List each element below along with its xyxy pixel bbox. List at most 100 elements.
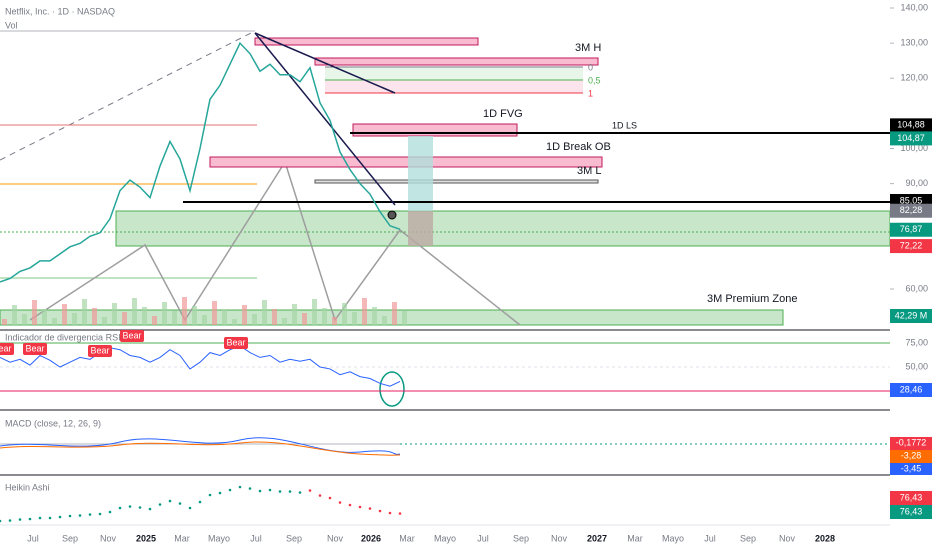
bear-badge: [23, 343, 47, 355]
volume-bar: [232, 319, 237, 325]
zone-box: [254, 37, 479, 46]
price-tag-label: 72,22: [900, 240, 923, 250]
price-tag: [890, 118, 932, 133]
price-tag-label: 82,28: [900, 205, 923, 215]
volume-bar: [62, 304, 67, 325]
price-tick-label: 90,00: [905, 178, 928, 188]
zone-box: [314, 179, 599, 184]
axis-tag: [890, 383, 932, 397]
time-label: Nov: [100, 533, 117, 543]
time-label: Sep: [740, 533, 756, 543]
time-label: Mayo: [208, 533, 230, 543]
bear-badge: [0, 343, 14, 355]
time-label: Nov: [551, 533, 568, 543]
price-tick-label: 140,00: [900, 2, 928, 12]
ha-dot: [248, 487, 252, 490]
ha-dot: [78, 514, 82, 517]
ha-dot: [378, 509, 382, 513]
fib-label: 0: [588, 62, 593, 72]
annotation: 1D FVG: [483, 108, 523, 120]
bear-label: Bear: [0, 343, 12, 353]
time-label: Sep: [286, 533, 302, 543]
axis-tag: [890, 309, 932, 323]
volume-bar: [22, 314, 27, 325]
ha-dot: [28, 517, 32, 521]
time-label: Mayo: [662, 533, 684, 543]
price-tag-label: 76,87: [900, 224, 923, 234]
bear-label: Bear: [122, 330, 141, 340]
annotation: 3M L: [577, 165, 601, 177]
price-tag-label: 104,87: [897, 133, 925, 143]
volume-bar: [302, 313, 307, 325]
time-label: 2025: [136, 533, 156, 543]
ha-dot: [148, 507, 152, 511]
volume-bar: [392, 302, 397, 325]
time-label: 2026: [361, 533, 381, 543]
ha-dot: [208, 493, 212, 497]
axis-tag: [890, 491, 932, 505]
ha-dot: [218, 491, 222, 495]
price-tag: [890, 222, 932, 237]
ha-dot: [108, 510, 112, 514]
volume-bar: [162, 302, 167, 325]
annotation: 1D LS: [612, 120, 637, 130]
ha-dot: [368, 507, 372, 510]
axis-tag: [890, 463, 932, 475]
pane-title: Heikin Ashi: [5, 482, 50, 492]
volume-bar: [312, 299, 317, 325]
macd-line: [0, 437, 401, 455]
volume-bar: [192, 306, 197, 325]
annotation: 3M Premium Zone: [707, 293, 797, 305]
volume-bar: [32, 300, 37, 325]
time-label: Mar: [174, 533, 190, 543]
time-label: Nov: [779, 533, 796, 543]
time-label: Nov: [327, 533, 344, 543]
time-label: Sep: [513, 533, 529, 543]
ha-dot: [228, 488, 232, 492]
ha-dot: [48, 516, 52, 520]
ha-dot: [238, 485, 242, 489]
volume-bar: [82, 299, 87, 325]
volume-bar: [292, 304, 297, 325]
trend-line: [254, 32, 396, 206]
volume-tag: 42,29 M: [895, 310, 928, 320]
volume-bar: [52, 318, 57, 325]
volume-bar: [382, 316, 387, 325]
volume-bar: [172, 311, 177, 325]
symbol-title: Netflix, Inc. · 1D · NASDAQ: [5, 6, 115, 16]
price-line: [0, 41, 401, 283]
volume-bars: [2, 297, 407, 325]
bear-label: Bear: [90, 345, 109, 355]
axis-tag: [890, 437, 932, 450]
volume-bar: [282, 318, 287, 325]
ha-dot: [168, 499, 172, 503]
volume-bar: [182, 297, 187, 325]
pane-title: MACD (close, 12, 26, 9): [5, 418, 101, 428]
ha-dot: [88, 513, 92, 516]
ha-dot: [158, 503, 162, 506]
trend-line: [254, 32, 396, 94]
ha-dot: [258, 489, 262, 493]
rsi-tick-label: 75,00: [905, 337, 928, 347]
position-stop: [408, 211, 433, 246]
volume-bar: [202, 315, 207, 325]
zone-box: [314, 57, 599, 66]
ha-dot: [178, 502, 182, 505]
volume-bar: [352, 312, 357, 325]
price-tick-label: 130,00: [900, 38, 928, 48]
ha-dot: [128, 505, 132, 508]
bear-badge: [88, 345, 112, 357]
ha-tag: 76,43: [900, 492, 923, 502]
bear-badge: [224, 337, 248, 349]
time-label: Jul: [477, 533, 489, 543]
ha-dot: [138, 506, 142, 509]
time-label: 2027: [587, 533, 607, 543]
signal-line: [0, 441, 401, 456]
time-label: Mar: [399, 533, 415, 543]
macd-tag: -0,1772: [896, 437, 927, 447]
ha-dot: [68, 514, 72, 518]
bear-badge: [120, 330, 144, 342]
volume-bar: [222, 310, 227, 325]
price-tick-label: 120,00: [900, 73, 928, 83]
pane-title: Indicador de divergencia RSI: [5, 332, 121, 342]
